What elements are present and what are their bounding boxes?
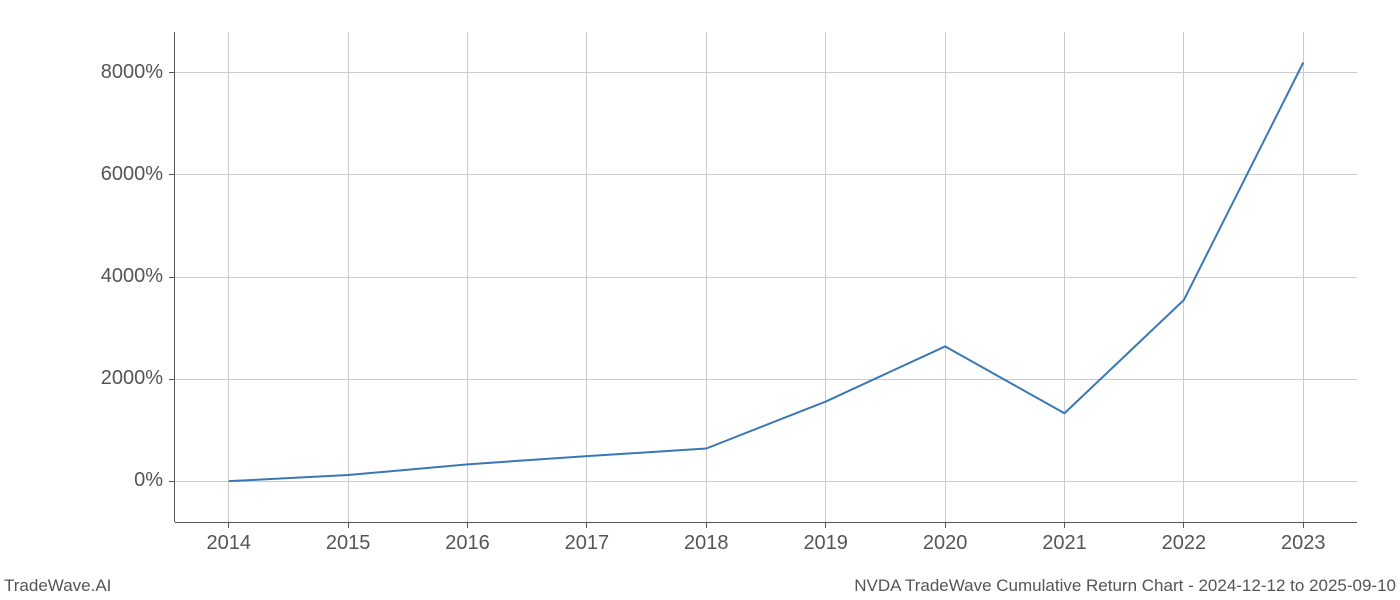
return-line	[229, 63, 1304, 482]
chart-container: TradeWave.AI NVDA TradeWave Cumulative R…	[0, 0, 1400, 600]
line-series	[0, 0, 1400, 600]
